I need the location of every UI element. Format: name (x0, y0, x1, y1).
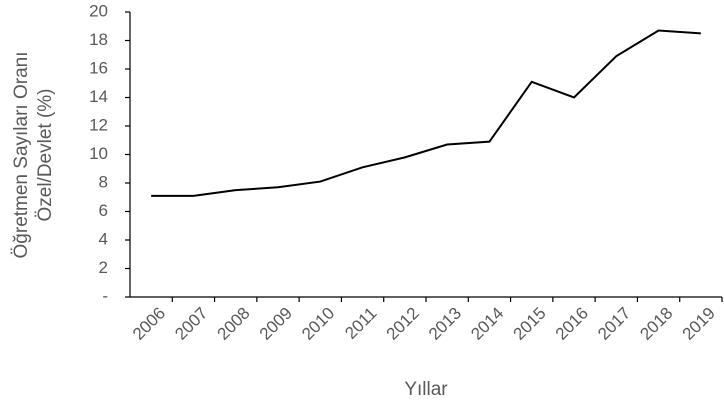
y-axis-title-line: Özel/Devlet (%) (35, 88, 56, 221)
x-tick-label: 2007 (171, 304, 211, 344)
x-tick-label: 2010 (298, 304, 338, 344)
x-tick-label: 2012 (383, 304, 423, 344)
line-series (151, 29, 701, 197)
y-tick-label: 10 (89, 144, 108, 163)
x-tick-label: 2016 (552, 304, 592, 344)
y-axis-title-line: Öğretmen Sayıları Oranı (11, 52, 32, 259)
x-tick-label: 2011 (341, 304, 380, 343)
x-tick-label: 2014 (467, 304, 507, 344)
y-tick-label: 8 (99, 172, 108, 191)
y-tick-label: 16 (89, 58, 108, 77)
y-tick-label: 12 (89, 115, 108, 134)
x-tick-label: 2008 (214, 304, 254, 344)
x-tick-label: 2006 (129, 304, 169, 344)
x-tick-label: 2015 (510, 304, 550, 344)
x-tick-label: 2013 (425, 304, 465, 344)
x-tick-label: 2019 (679, 304, 719, 344)
x-tick-label: 2009 (256, 304, 296, 344)
y-tick-label: 18 (89, 30, 108, 49)
x-axis-title: Yıllar (404, 379, 448, 400)
y-tick-label: 4 (99, 229, 108, 248)
y-tick-label: 6 (99, 201, 108, 220)
y-tick-label: 2 (99, 258, 108, 277)
y-axis-title: Öğretmen Sayıları Oranı Özel/Devlet (%) (11, 52, 56, 259)
y-tick-label: 20 (89, 1, 108, 20)
x-tick-label: 2018 (636, 304, 676, 344)
x-tick-label: 2017 (594, 304, 634, 344)
y-tick-label: 14 (89, 87, 108, 106)
y-tick-label: - (102, 286, 108, 305)
